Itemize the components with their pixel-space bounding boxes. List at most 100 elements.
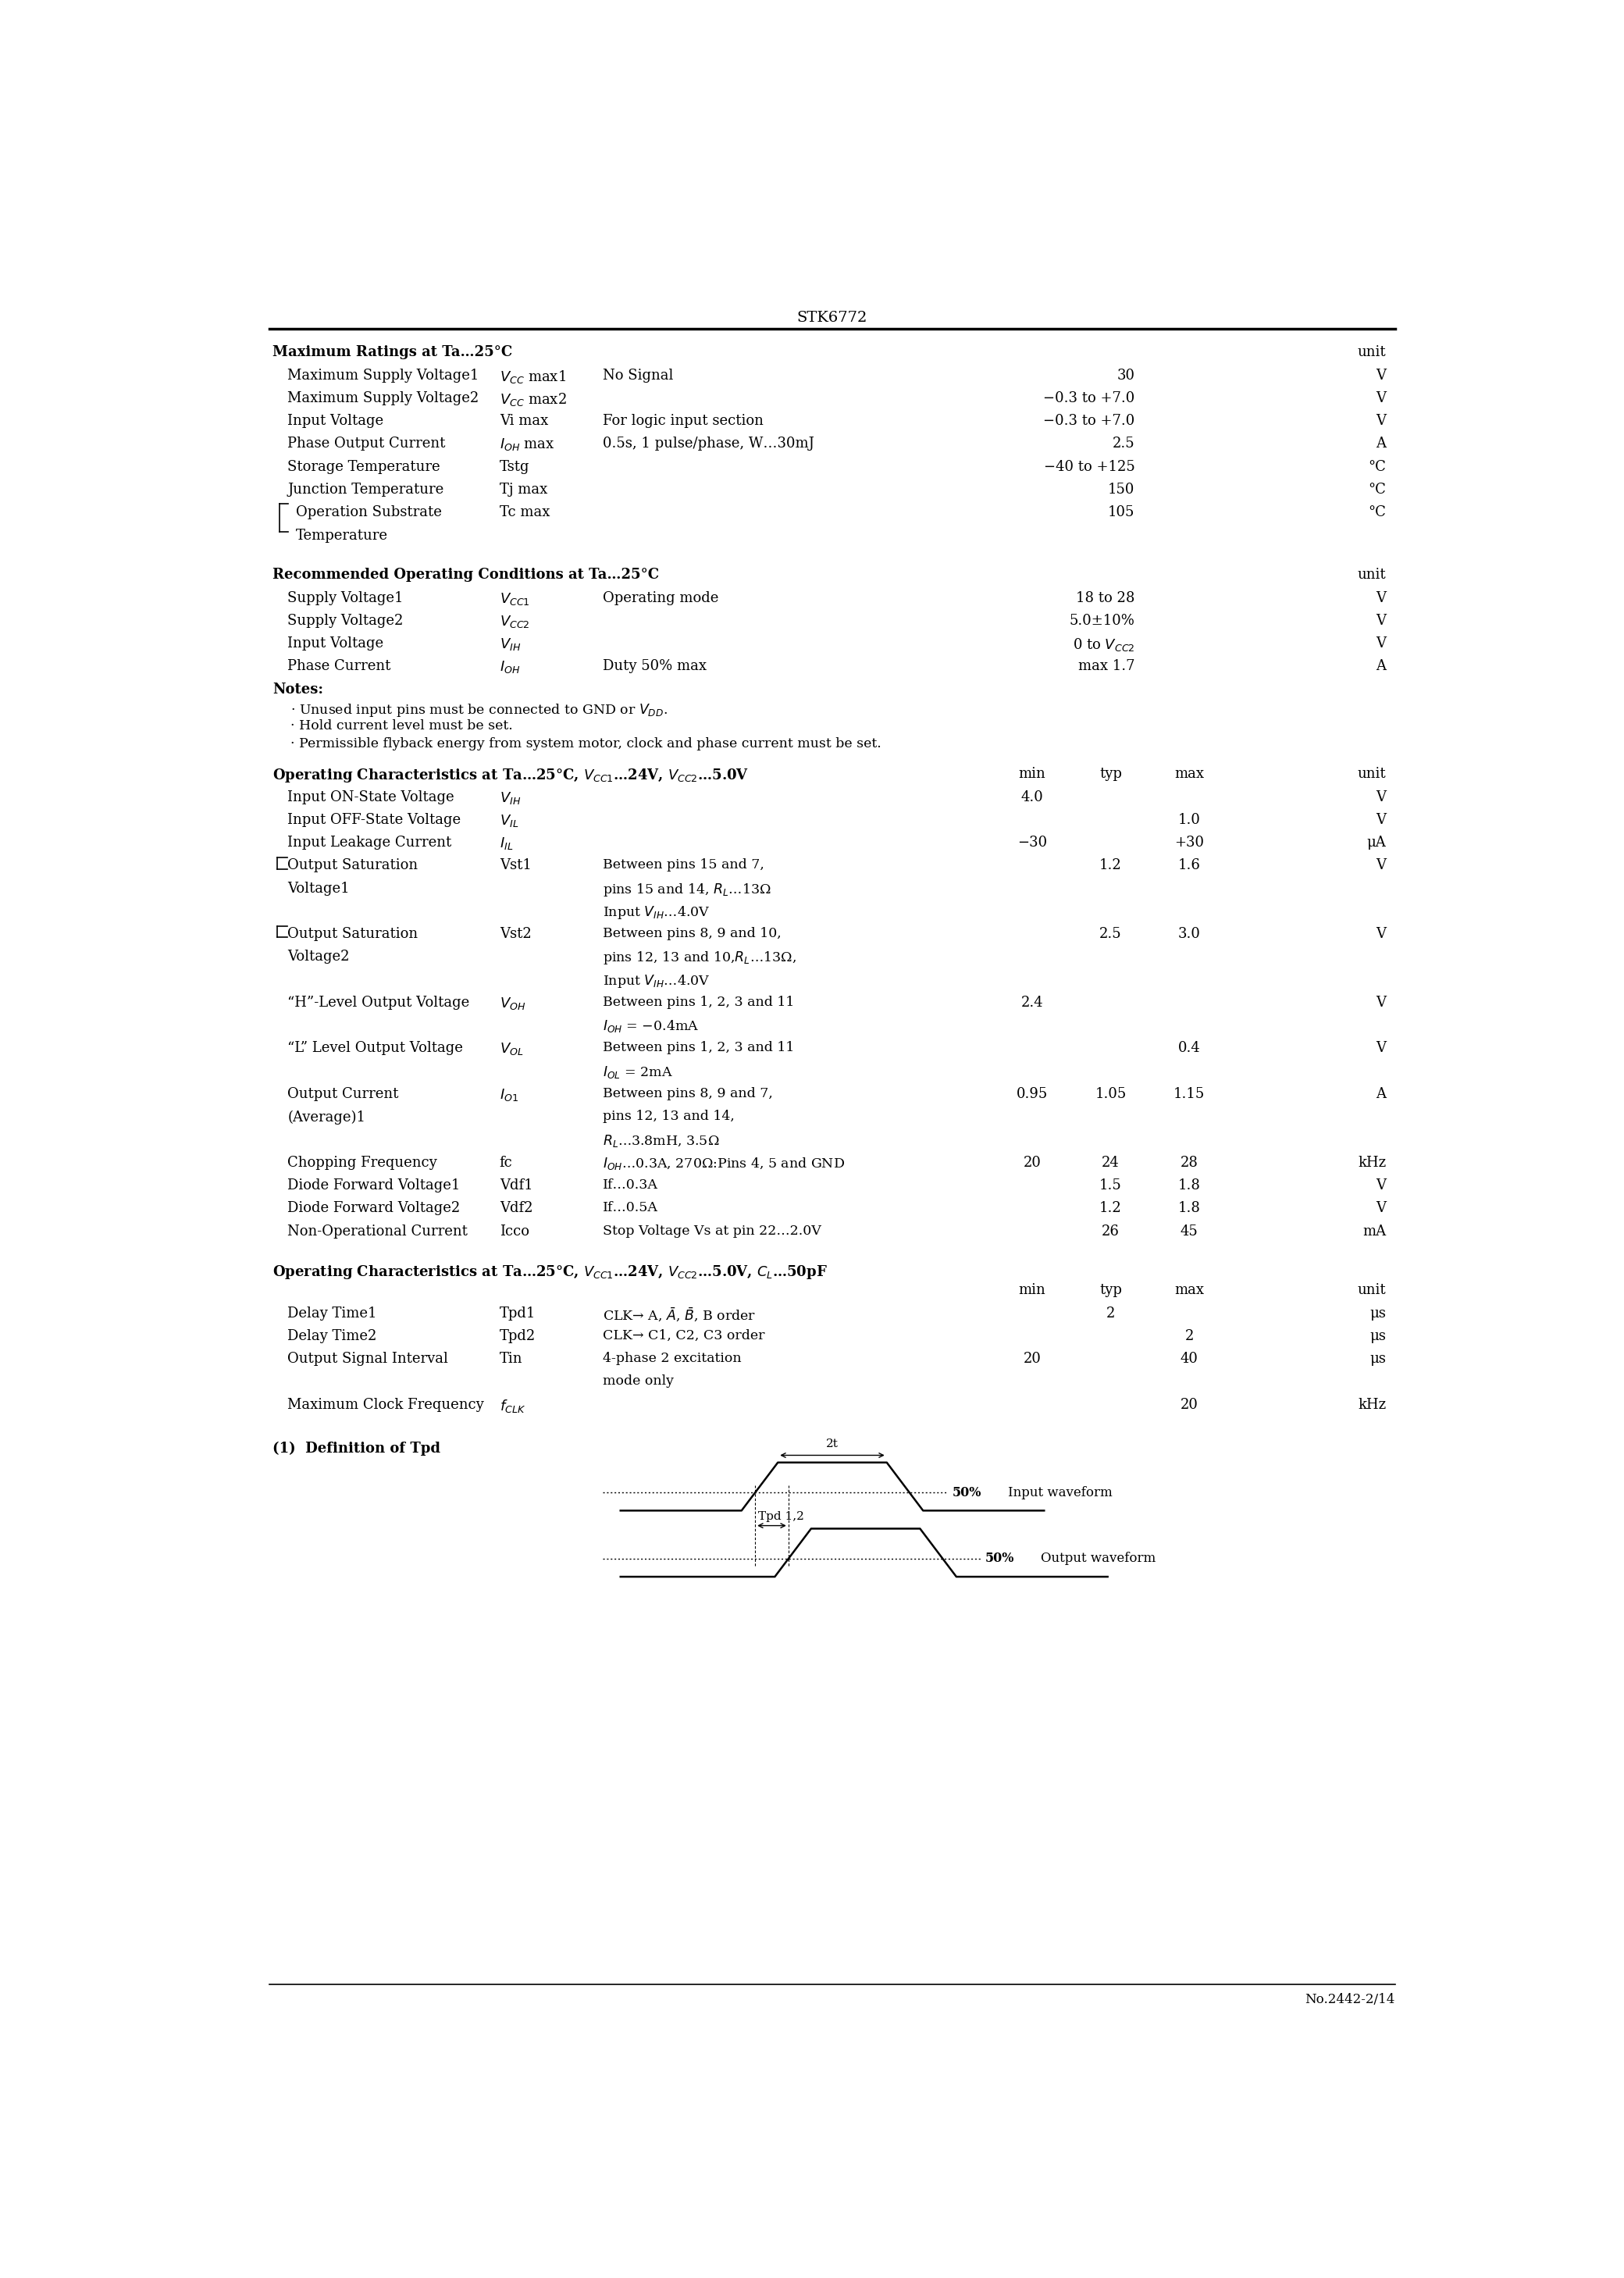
Text: Supply Voltage1: Supply Voltage1 [287, 590, 404, 606]
Text: $I_{IL}$: $I_{IL}$ [500, 836, 513, 852]
Text: pins 12, 13 and 14,: pins 12, 13 and 14, [603, 1109, 734, 1123]
Text: $I_{OH}$ = −0.4mA: $I_{OH}$ = −0.4mA [603, 1018, 698, 1034]
Text: Input $V_{IH}$…4.0V: Input $V_{IH}$…4.0V [603, 973, 710, 989]
Text: μs: μs [1369, 1305, 1385, 1321]
Text: −30: −30 [1017, 836, 1047, 850]
Text: $I_{OH}$…0.3A, 270Ω:Pins 4, 5 and GND: $I_{OH}$…0.3A, 270Ω:Pins 4, 5 and GND [603, 1155, 844, 1171]
Text: 2.5: 2.5 [1112, 437, 1135, 451]
Text: Input Voltage: Input Voltage [287, 415, 383, 428]
Text: μs: μs [1369, 1351, 1385, 1367]
Text: V: V [1376, 613, 1385, 629]
Text: max 1.7: max 1.7 [1078, 658, 1135, 674]
Text: 20: 20 [1181, 1396, 1199, 1412]
Text: unit: unit [1358, 1283, 1385, 1298]
Text: unit: unit [1358, 346, 1385, 360]
Text: $I_{OH}$ max: $I_{OH}$ max [500, 437, 555, 453]
Text: $V_{OL}$: $V_{OL}$ [500, 1041, 523, 1057]
Text: 4.0: 4.0 [1021, 790, 1043, 804]
Text: (1)  Definition of Tpd: (1) Definition of Tpd [273, 1442, 440, 1456]
Text: Output waveform: Output waveform [1041, 1551, 1156, 1565]
Text: Temperature: Temperature [296, 528, 388, 542]
Text: 1.05: 1.05 [1095, 1087, 1127, 1100]
Text: Vst2: Vst2 [500, 927, 531, 941]
Text: V: V [1376, 995, 1385, 1009]
Text: “L” Level Output Voltage: “L” Level Output Voltage [287, 1041, 463, 1055]
Text: 2: 2 [1186, 1328, 1194, 1344]
Text: $R_L$…3.8mH, 3.5Ω: $R_L$…3.8mH, 3.5Ω [603, 1132, 719, 1148]
Text: Input waveform: Input waveform [1009, 1485, 1112, 1499]
Text: $V_{IH}$: $V_{IH}$ [500, 636, 521, 652]
Text: Recommended Operating Conditions at Ta…25°C: Recommended Operating Conditions at Ta…2… [273, 567, 659, 583]
Text: No Signal: No Signal [603, 369, 672, 383]
Text: · Hold current level must be set.: · Hold current level must be set. [291, 720, 513, 734]
Text: max: max [1174, 768, 1203, 781]
Text: 3.0: 3.0 [1177, 927, 1200, 941]
Text: Supply Voltage2: Supply Voltage2 [287, 613, 403, 629]
Text: V: V [1376, 369, 1385, 383]
Text: Between pins 1, 2, 3 and 11: Between pins 1, 2, 3 and 11 [603, 1041, 794, 1055]
Text: 0.4: 0.4 [1177, 1041, 1200, 1055]
Text: V: V [1376, 1201, 1385, 1216]
Text: Tj max: Tj max [500, 483, 547, 497]
Text: Icco: Icco [500, 1223, 529, 1239]
Text: For logic input section: For logic input section [603, 415, 763, 428]
Text: 1.8: 1.8 [1177, 1201, 1200, 1216]
Text: °C: °C [1367, 483, 1385, 497]
Text: 4-phase 2 excitation: 4-phase 2 excitation [603, 1351, 741, 1365]
Text: Input $V_{IH}$…4.0V: Input $V_{IH}$…4.0V [603, 904, 710, 920]
Text: unit: unit [1358, 768, 1385, 781]
Text: 20: 20 [1023, 1155, 1041, 1169]
Text: Between pins 8, 9 and 10,: Between pins 8, 9 and 10, [603, 927, 781, 941]
Text: V: V [1376, 392, 1385, 405]
Text: +30: +30 [1174, 836, 1203, 850]
Text: 50%: 50% [986, 1551, 1015, 1565]
Text: (Average)1: (Average)1 [287, 1109, 365, 1123]
Text: Between pins 15 and 7,: Between pins 15 and 7, [603, 859, 763, 872]
Text: $I_{OL}$ = 2mA: $I_{OL}$ = 2mA [603, 1064, 672, 1080]
Text: STK6772: STK6772 [797, 310, 867, 326]
Text: V: V [1376, 790, 1385, 804]
Text: 1.2: 1.2 [1099, 859, 1122, 872]
Text: · Permissible flyback energy from system motor, clock and phase current must be : · Permissible flyback energy from system… [291, 738, 882, 752]
Text: Output Current: Output Current [287, 1087, 400, 1100]
Text: Input Voltage: Input Voltage [287, 636, 383, 652]
Text: A: A [1376, 1087, 1385, 1100]
Text: $V_{CC1}$: $V_{CC1}$ [500, 590, 529, 606]
Text: A: A [1376, 658, 1385, 674]
Text: 1.5: 1.5 [1099, 1178, 1122, 1194]
Text: Output Saturation: Output Saturation [287, 927, 419, 941]
Text: Vdf2: Vdf2 [500, 1201, 533, 1216]
Text: Phase Output Current: Phase Output Current [287, 437, 445, 451]
Text: mA: mA [1363, 1223, 1385, 1239]
Text: Operating mode: Operating mode [603, 590, 718, 606]
Text: Phase Current: Phase Current [287, 658, 391, 674]
Text: V: V [1376, 415, 1385, 428]
Text: pins 12, 13 and 10,$R_L$…13Ω,: pins 12, 13 and 10,$R_L$…13Ω, [603, 950, 796, 966]
Text: 1.6: 1.6 [1177, 859, 1200, 872]
Text: V: V [1376, 636, 1385, 652]
Text: Notes:: Notes: [273, 681, 323, 697]
Text: −0.3 to +7.0: −0.3 to +7.0 [1043, 392, 1135, 405]
Text: −0.3 to +7.0: −0.3 to +7.0 [1043, 415, 1135, 428]
Text: Delay Time2: Delay Time2 [287, 1328, 377, 1344]
Text: V: V [1376, 927, 1385, 941]
Text: Maximum Supply Voltage2: Maximum Supply Voltage2 [287, 392, 479, 405]
Text: Voltage2: Voltage2 [287, 950, 349, 964]
Text: V: V [1376, 813, 1385, 827]
Text: Output Saturation: Output Saturation [287, 859, 419, 872]
Text: 18 to 28: 18 to 28 [1077, 590, 1135, 606]
Text: $V_{IH}$: $V_{IH}$ [500, 790, 521, 806]
Text: 26: 26 [1101, 1223, 1119, 1239]
Text: Input Leakage Current: Input Leakage Current [287, 836, 451, 850]
Text: Tstg: Tstg [500, 460, 529, 474]
Text: $V_{IL}$: $V_{IL}$ [500, 813, 518, 829]
Text: 28: 28 [1181, 1155, 1199, 1169]
Text: 5.0±10%: 5.0±10% [1069, 613, 1135, 629]
Text: 20: 20 [1023, 1351, 1041, 1367]
Text: 1.0: 1.0 [1177, 813, 1200, 827]
Text: No.2442-2/14: No.2442-2/14 [1306, 1993, 1395, 2007]
Text: unit: unit [1358, 567, 1385, 583]
Text: Operating Characteristics at Ta…25°C, $V_{CC1}$…24V, $V_{CC2}$…5.0V: Operating Characteristics at Ta…25°C, $V… [273, 768, 749, 784]
Text: 30: 30 [1117, 369, 1135, 383]
Text: CLK→ A, $\bar{A}$, $\bar{B}$, B order: CLK→ A, $\bar{A}$, $\bar{B}$, B order [603, 1305, 755, 1324]
